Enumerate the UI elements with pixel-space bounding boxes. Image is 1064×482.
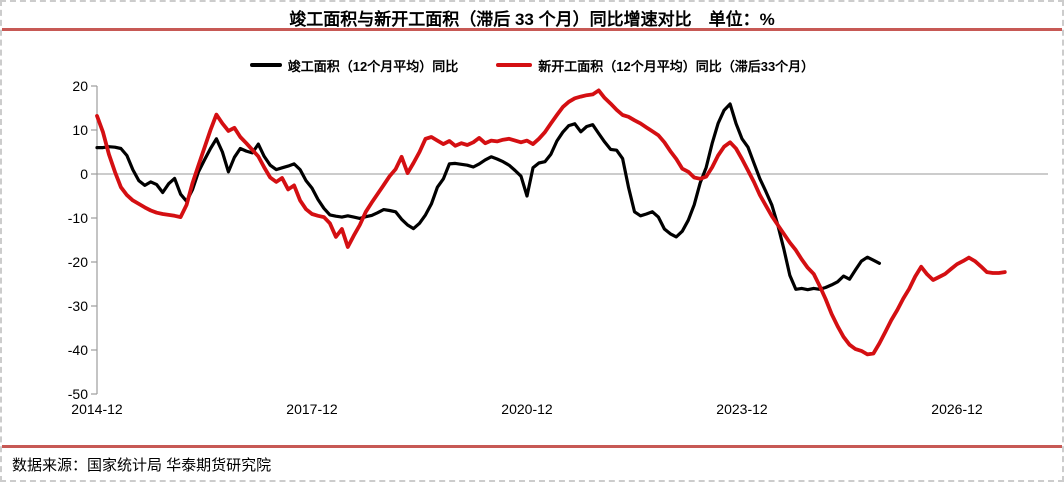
legend-item-newstart: 新开工面积（12个月平均）同比（滞后33个月） <box>496 56 814 75</box>
y-tick-label: -30 <box>67 298 88 314</box>
footer-divider <box>2 445 1062 448</box>
x-tick-label: 2017-12 <box>286 401 338 417</box>
x-tick-label: 2023-12 <box>716 401 768 417</box>
y-tick-label: 0 <box>80 166 88 182</box>
chart-legend: 竣工面积（12个月平均）同比 新开工面积（12个月平均）同比（滞后33个月） <box>2 55 1062 75</box>
x-tick-label: 2026-12 <box>931 401 983 417</box>
newstart-line-series <box>95 88 1007 357</box>
chart-title: 竣工面积与新开工面积（滞后 33 个月）同比增速对比 单位：% <box>289 10 775 29</box>
x-tick-label: 2020-12 <box>501 401 553 417</box>
y-tick-label: -50 <box>67 386 88 402</box>
y-tick-label: 20 <box>72 78 88 94</box>
legend-label-newstart: 新开工面积（12个月平均）同比（滞后33个月） <box>538 58 815 74</box>
legend-label-completed: 竣工面积（12个月平均）同比 <box>287 58 459 74</box>
y-tick-label: 10 <box>72 122 88 138</box>
completed-line-series <box>95 102 882 292</box>
y-tick-label: -10 <box>67 210 88 226</box>
completed-line-swatch <box>249 63 282 67</box>
source-note: 数据来源：国家统计局 华泰期货研究院 <box>12 457 272 474</box>
x-tick-label: 2014-12 <box>71 401 123 417</box>
legend-item-completed: 竣工面积（12个月平均）同比 <box>249 56 459 75</box>
newstart-line-swatch <box>496 63 533 67</box>
title-divider <box>2 28 1062 31</box>
y-tick-label: -20 <box>67 254 88 270</box>
y-tick-label: -40 <box>67 342 88 358</box>
